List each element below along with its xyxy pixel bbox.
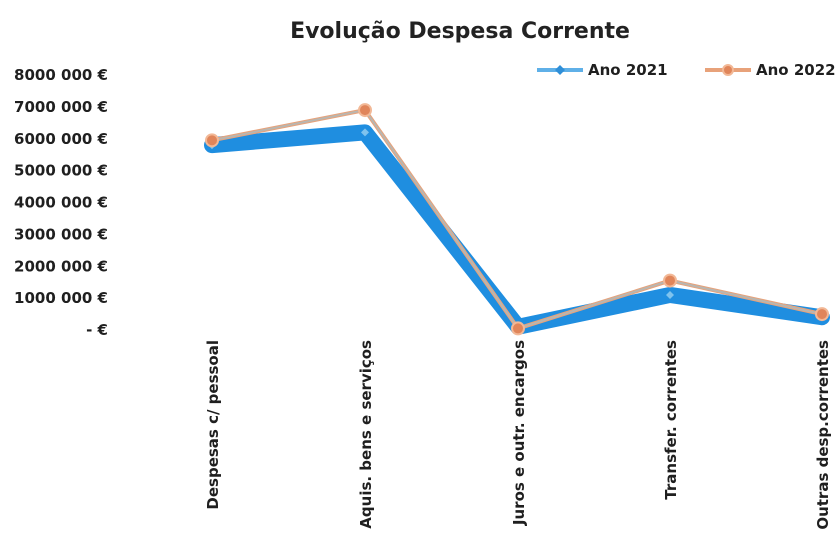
- plot-area: [204, 103, 830, 336]
- legend-marker-2022: [722, 64, 734, 76]
- point-2022: [358, 103, 372, 118]
- point-2022: [511, 321, 525, 336]
- y-tick-label: 5000 000 €: [14, 162, 108, 180]
- y-tick-label: 7000 000 €: [14, 98, 108, 116]
- x-tick-label: Outras desp.correntes: [814, 340, 832, 530]
- y-tick-label: 3000 000 €: [14, 225, 108, 243]
- x-axis: Despesas c/ pessoal Aquis. bens e serviço…: [204, 340, 832, 530]
- x-tick-label: Despesas c/ pessoal: [204, 340, 222, 510]
- x-tick-label: Juros e outr. encargos: [510, 340, 528, 526]
- legend-label-2022: Ano 2022: [756, 61, 836, 79]
- y-tick-label: 6000 000 €: [14, 130, 108, 148]
- legend: Ano 2021 Ano 2022: [537, 61, 836, 79]
- y-tick-label: 8000 000 €: [14, 66, 108, 84]
- x-tick-label: Aquis. bens e serviços: [357, 340, 375, 529]
- chart-title: Evolução Despesa Corrente: [290, 19, 630, 44]
- x-tick-label: Transfer. correntes: [662, 340, 680, 500]
- y-tick-label: - €: [86, 321, 108, 339]
- point-2022: [815, 307, 829, 322]
- point-2022: [663, 273, 677, 288]
- point-2022: [205, 133, 219, 148]
- y-tick-label: 2000 000 €: [14, 257, 108, 275]
- legend-label-2021: Ano 2021: [588, 61, 668, 79]
- y-tick-label: 4000 000 €: [14, 194, 108, 212]
- y-axis: 8000 000 € 7000 000 € 6000 000 € 5000 000 €…: [14, 66, 108, 339]
- point-2021: [666, 290, 674, 299]
- legend-marker-2021: [555, 65, 565, 75]
- point-2021: [361, 128, 369, 137]
- series-line-2021: [204, 124, 830, 335]
- y-tick-label: 1000 000 €: [14, 289, 108, 307]
